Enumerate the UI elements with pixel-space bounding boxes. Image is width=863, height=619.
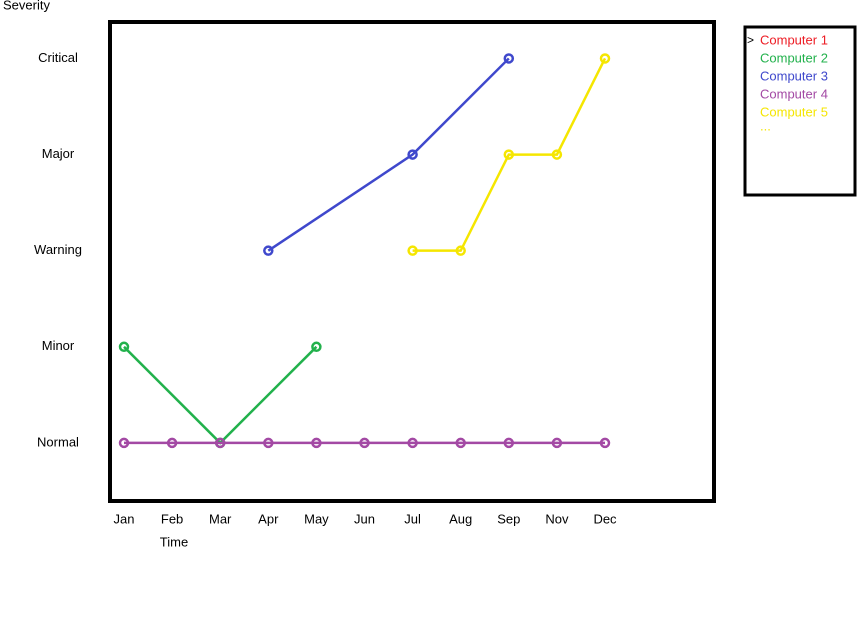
y-tick-label: Minor	[42, 338, 75, 353]
data-point	[311, 341, 322, 353]
legend-label: Computer 1	[760, 32, 828, 47]
data-point	[166, 437, 178, 449]
x-tick-label: Sep	[497, 511, 520, 526]
data-point	[407, 149, 418, 160]
y-tick-label: Normal	[37, 434, 79, 449]
legend-more: ...	[760, 118, 771, 133]
y-tick-label: Warning	[34, 242, 82, 257]
data-point	[599, 53, 611, 64]
legend-marker: >	[747, 33, 754, 47]
data-point	[214, 437, 226, 449]
data-point	[551, 437, 563, 449]
data-point	[503, 149, 515, 160]
data-point	[118, 341, 130, 353]
data-point	[551, 149, 563, 160]
x-axis-title: Time	[160, 534, 188, 549]
legend-label: Computer 4	[760, 86, 828, 101]
x-tick-label: Apr	[258, 511, 279, 526]
data-point	[407, 437, 418, 449]
series-line	[412, 57, 607, 252]
x-tick-label: Jul	[404, 511, 421, 526]
series-line	[267, 57, 510, 252]
data-point	[263, 245, 274, 256]
series-line	[123, 345, 318, 445]
data-point	[118, 437, 130, 449]
y-tick-label: Critical	[38, 50, 78, 65]
x-tick-label: May	[304, 511, 329, 526]
x-tick-label: Nov	[545, 511, 569, 526]
legend-label: Computer 3	[760, 68, 828, 83]
data-point	[503, 437, 515, 449]
data-point	[311, 437, 322, 449]
x-tick-label: Aug	[449, 511, 472, 526]
x-tick-label: Dec	[593, 511, 617, 526]
x-tick-label: Mar	[209, 511, 232, 526]
legend-label: Computer 5	[760, 104, 828, 119]
data-point	[359, 437, 370, 449]
data-point	[455, 437, 466, 449]
plot-frame	[108, 20, 716, 503]
data-point	[263, 437, 274, 449]
legend-box	[743, 25, 857, 197]
data-point	[503, 53, 515, 64]
data-point	[455, 245, 466, 256]
legend-label: Computer 2	[760, 50, 828, 65]
y-axis-title: Severity	[3, 0, 50, 12]
data-point	[407, 245, 418, 256]
x-tick-label: Jun	[354, 511, 375, 526]
x-tick-label: Feb	[161, 511, 183, 526]
x-tick-label: Jan	[114, 511, 135, 526]
data-point	[599, 437, 611, 449]
y-tick-label: Major	[42, 146, 75, 161]
